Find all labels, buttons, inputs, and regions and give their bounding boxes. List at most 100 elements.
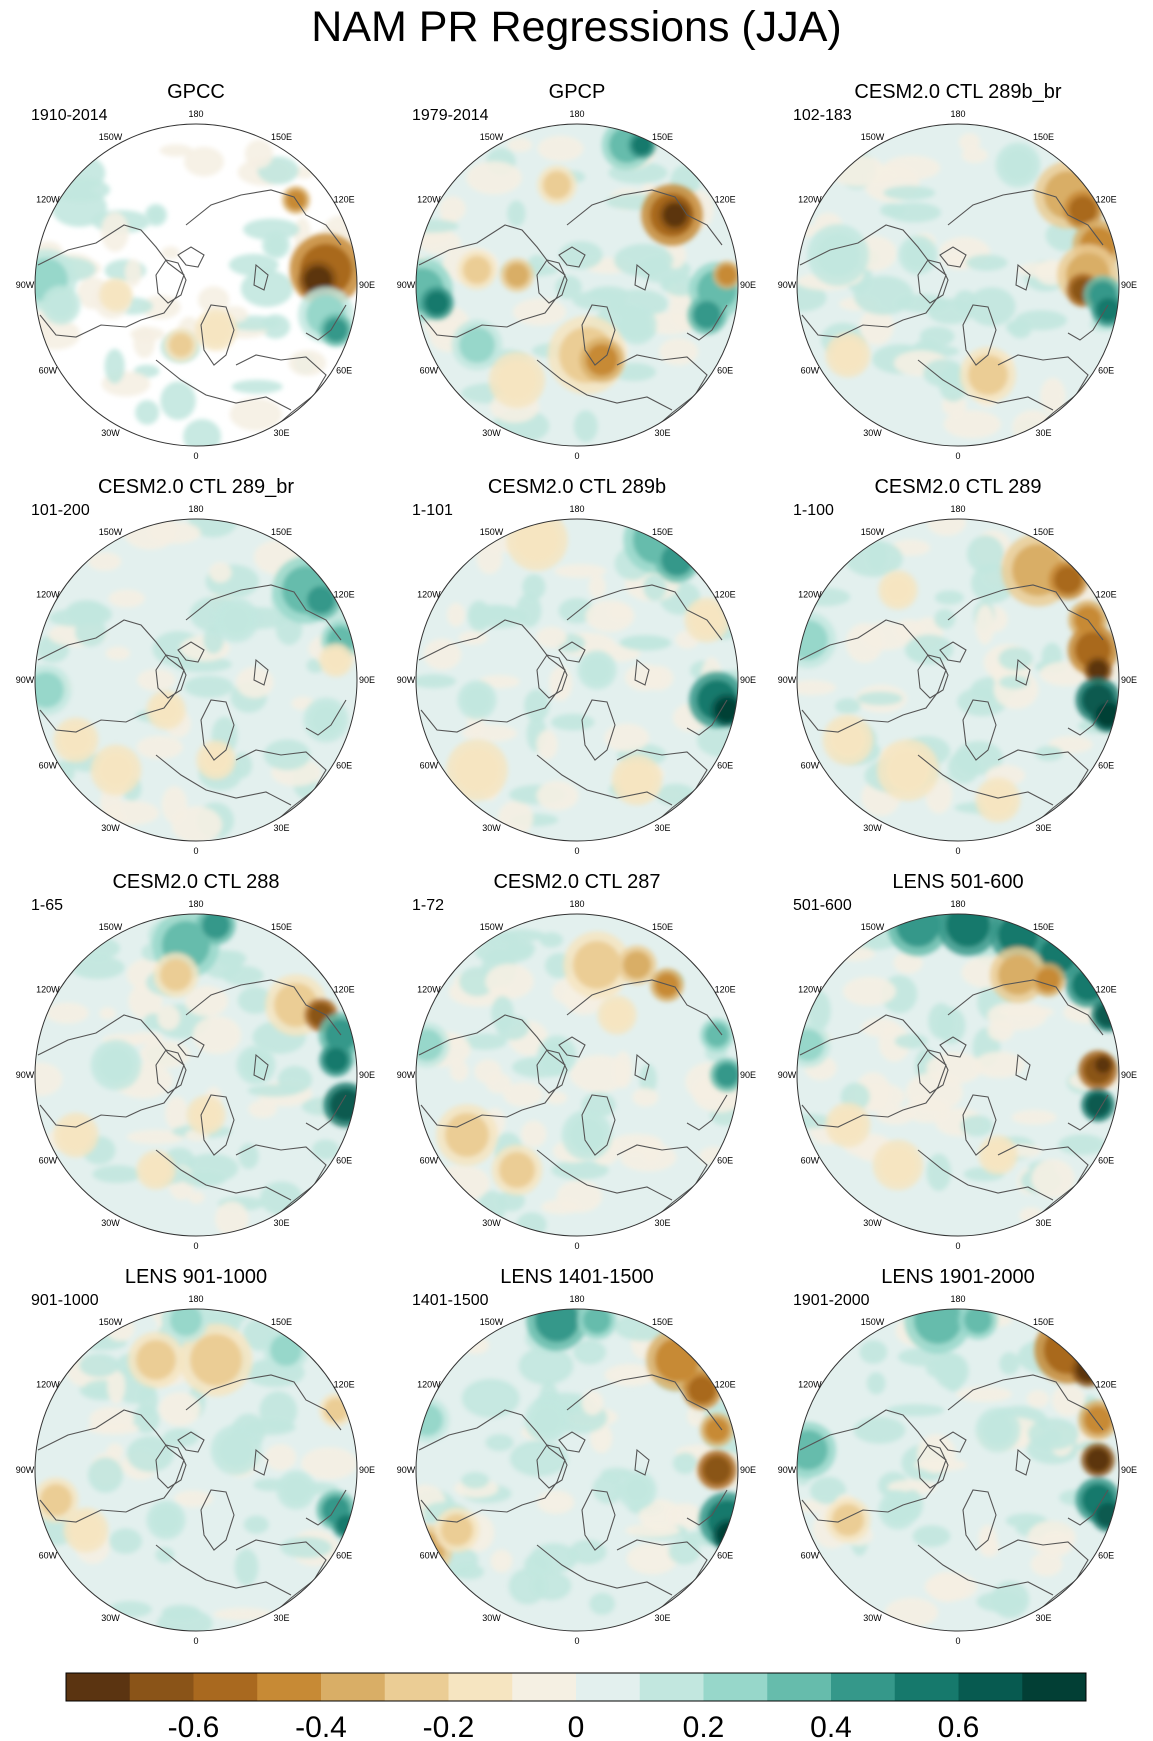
anomaly-core [60, 724, 92, 756]
panel-years: 1-100 [793, 502, 834, 519]
longitude-label: 60E [717, 366, 733, 376]
speckle-blob [243, 1515, 269, 1534]
colorbar-swatch [257, 1673, 322, 1701]
panel-years: 901-1000 [31, 1292, 99, 1309]
longitude-label: 150W [861, 132, 885, 142]
anomaly-core [914, 1309, 962, 1344]
speckle-blob [912, 1525, 951, 1547]
coastline [155, 259, 187, 304]
anomaly-core [816, 233, 860, 277]
speckle-blob [213, 1607, 273, 1621]
panel-title: LENS 1901-2000 [881, 1266, 1034, 1288]
longitude-label: 150W [99, 922, 123, 932]
longitude-label: 180 [188, 109, 203, 119]
coastlines [799, 189, 1109, 436]
anomaly-core [218, 1432, 254, 1468]
anomaly-core [324, 1398, 348, 1422]
map-panel: CESM2.0 CTL 288 1-65 180 150E 120E 90E 60E 30E 0… [16, 871, 375, 1251]
speckle-blob [105, 646, 131, 661]
coastline [686, 304, 728, 341]
speckle-blob [569, 1539, 607, 1565]
longitude-label: 150W [99, 132, 123, 142]
longitude-label: 150E [652, 1317, 673, 1327]
panel-title: LENS 501-600 [892, 871, 1023, 893]
coastline [418, 224, 566, 338]
speckle-blob [229, 398, 282, 431]
colorbar-swatch [576, 1673, 641, 1701]
speckle-blob [461, 1472, 490, 1489]
coastline [947, 189, 1104, 246]
longitude-label: 120W [417, 1380, 441, 1390]
speckle-blob [998, 675, 1030, 689]
anomaly-core [717, 265, 737, 285]
coastline [200, 699, 235, 761]
anomaly-core [797, 1430, 828, 1470]
map-panel: CESM2.0 CTL 287 1-72 180 150E 120E 90E 60E 30E 0… [397, 871, 756, 1251]
colorbar-swatch [831, 1673, 896, 1701]
coastline [235, 1144, 327, 1226]
coastlines [418, 189, 728, 436]
panel-years: 1-65 [31, 897, 63, 914]
speckle-blob [536, 626, 567, 649]
coastline [686, 1094, 728, 1131]
anomaly-field [797, 519, 1119, 841]
speckle-blob [497, 929, 546, 942]
speckle-blob [516, 1212, 547, 1236]
anomaly-core [416, 1404, 443, 1436]
anomaly-field [416, 1309, 738, 1631]
longitude-label: 180 [950, 899, 965, 909]
anomaly-core [70, 1514, 102, 1546]
panel-title: LENS 901-1000 [125, 1266, 267, 1288]
disc-outline [796, 913, 1120, 1237]
coastline [536, 654, 568, 699]
coastline [917, 259, 949, 304]
coastline [947, 584, 1104, 641]
coastline [235, 1539, 327, 1621]
longitude-label: 90E [359, 1070, 375, 1080]
longitude-label: 60E [1098, 761, 1114, 771]
anomaly-core [445, 1113, 489, 1157]
longitude-label: 60W [420, 1551, 439, 1561]
longitude-label: 90E [1121, 1070, 1137, 1080]
anomaly-core [1086, 1093, 1110, 1117]
disc-outline [796, 1308, 1120, 1632]
longitude-label: 30E [273, 823, 289, 833]
speckle-blob [585, 600, 635, 632]
speckle-blob [165, 1096, 189, 1131]
longitude-label: 60W [801, 761, 820, 771]
anomaly-core [583, 1309, 611, 1334]
anomaly-core [531, 1404, 563, 1436]
anomaly-core [693, 301, 721, 329]
speckle-blob [853, 275, 914, 315]
speckle-blob [536, 1490, 575, 1514]
speckle-blob [619, 635, 670, 651]
longitude-label: 60E [717, 1156, 733, 1166]
speckle-blob [247, 1084, 301, 1097]
anomaly-core [569, 1117, 605, 1153]
coastline [566, 979, 723, 1036]
coastlines [799, 584, 1109, 831]
longitude-label: 30W [482, 1218, 501, 1228]
speckle-blob [626, 1542, 678, 1575]
speckle-blob [184, 675, 234, 698]
speckle-blob [248, 1100, 277, 1119]
longitude-label: 30E [1035, 1218, 1051, 1228]
speckle-blob [51, 188, 107, 228]
coastlines [37, 1374, 347, 1621]
speckle-blob [74, 617, 107, 647]
anomaly-core [715, 1063, 738, 1087]
speckle-blob [604, 723, 650, 752]
anomaly-core [310, 704, 342, 736]
panel-title: LENS 1401-1500 [500, 1266, 653, 1288]
longitude-label: 30W [863, 1218, 882, 1228]
coastlines [37, 979, 347, 1226]
coastline [581, 699, 616, 761]
coastline [177, 1036, 205, 1058]
speckle-blob [998, 1005, 1055, 1019]
speckle-blob [109, 1528, 142, 1554]
disc-outline [34, 123, 358, 447]
speckle-blob [853, 1416, 906, 1444]
anomaly-core [330, 1089, 357, 1121]
anomaly-core [282, 1476, 310, 1504]
coastline [939, 1431, 967, 1453]
